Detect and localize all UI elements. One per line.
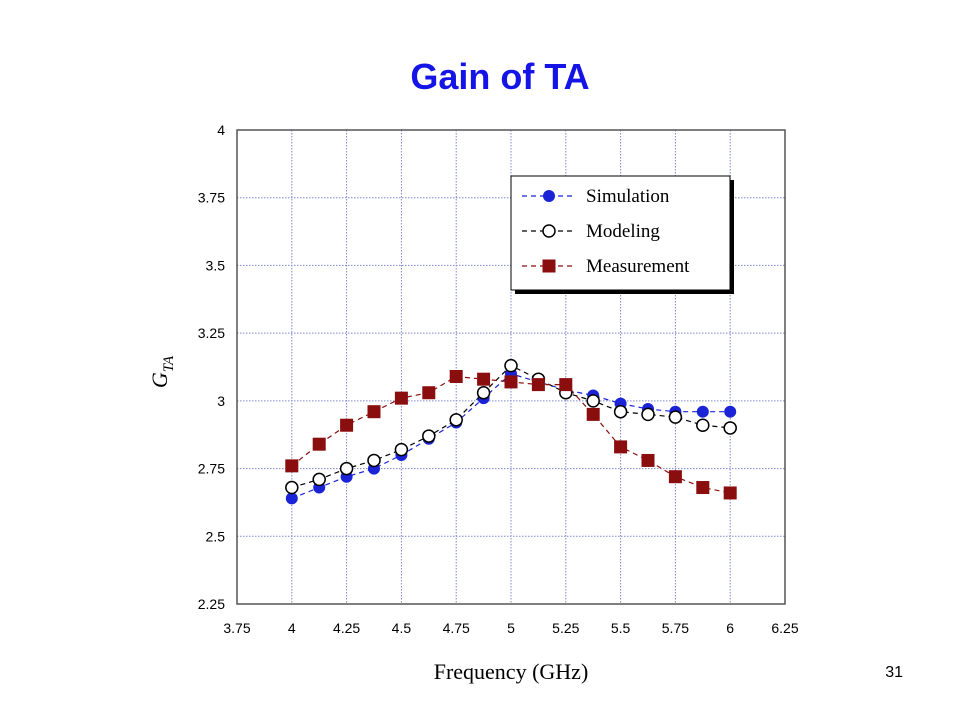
x-tick-label: 4 <box>288 620 296 636</box>
simulation-point <box>724 405 737 418</box>
measurement-point <box>312 437 326 451</box>
x-tick-label: 6.25 <box>771 620 798 636</box>
x-axis-title: Frequency (GHz) <box>434 659 589 684</box>
series-layer <box>285 358 737 505</box>
x-tick-label: 3.75 <box>223 620 250 636</box>
modeling-point <box>613 404 628 419</box>
measurement-point <box>285 459 299 473</box>
measurement-point <box>586 407 600 421</box>
measurement-point <box>531 378 545 392</box>
modeling-point <box>339 461 354 476</box>
page-number: 31 <box>885 664 903 681</box>
legend-item-modeling: Modeling <box>522 221 660 242</box>
modeling-point <box>367 453 381 468</box>
simulation-point <box>696 405 709 418</box>
x-tick-label: 4.5 <box>392 620 412 636</box>
y-tick-label: 3.5 <box>206 257 226 273</box>
y-tick-label: 2.75 <box>198 461 225 477</box>
y-tick-label: 3 <box>217 393 225 409</box>
legend-label-simulation: Simulation <box>586 186 670 207</box>
measurement-point <box>422 386 436 400</box>
tick-labels: 3.75 4 4.25 4.5 4.75 5 5.25 5.5 5.75 6 6.25 2.25 2.5… <box>198 122 799 636</box>
legend: Simulation Modeling Measurement <box>510 175 734 294</box>
modeling-point <box>504 358 518 373</box>
y-axis-title-sub: TA <box>161 355 177 372</box>
y-tick-label: 2.5 <box>206 528 226 544</box>
measurement-point <box>614 440 628 454</box>
x-tick-label: 4.75 <box>443 620 470 636</box>
modeling-point <box>476 385 491 400</box>
x-tick-label: 4.25 <box>333 620 360 636</box>
y-tick-label: 4 <box>217 122 225 138</box>
y-axis-title: GTA <box>147 355 177 388</box>
measurement-point <box>696 481 710 495</box>
svg-text:GTA: GTA <box>147 355 177 388</box>
simulation-point <box>285 492 298 505</box>
slide-title: Gain of TA <box>410 56 590 97</box>
modeling-point <box>641 407 655 422</box>
measurement-point <box>449 369 463 383</box>
measurement-point <box>641 453 655 467</box>
legend-item-measurement: Measurement <box>522 256 690 277</box>
modeling-point <box>312 472 326 487</box>
legend-swatch-marker <box>542 224 556 238</box>
y-tick-label: 3.75 <box>198 190 225 206</box>
measurement-point <box>668 470 682 484</box>
measurement-point <box>340 418 354 432</box>
measurement-point <box>723 486 737 500</box>
measurement-point <box>477 372 491 386</box>
y-axis-title-main: G <box>147 372 172 388</box>
modeling-point <box>394 442 409 457</box>
x-tick-label: 5.5 <box>611 620 631 636</box>
measurement-point <box>367 405 381 419</box>
x-tick-label: 5.75 <box>662 620 689 636</box>
legend-swatch-marker <box>543 190 555 202</box>
modeling-point <box>696 418 710 432</box>
legend-label-modeling: Modeling <box>586 221 660 242</box>
measurement-point <box>504 375 518 389</box>
legend-label-measurement: Measurement <box>586 256 690 277</box>
x-tick-label: 5.25 <box>552 620 579 636</box>
series-measurement <box>285 369 737 500</box>
legend-swatch-marker <box>542 259 556 273</box>
measurement-point <box>559 378 573 392</box>
modeling-point <box>449 413 463 427</box>
x-tick-label: 5 <box>507 620 515 636</box>
modeling-point <box>668 410 683 424</box>
plot-frame <box>236 129 786 605</box>
y-tick-label: 3.25 <box>198 325 225 341</box>
legend-item-simulation: Simulation <box>522 186 670 207</box>
y-tick-label: 2.25 <box>198 596 225 612</box>
modeling-point <box>422 429 436 443</box>
modeling-point <box>723 421 737 435</box>
modeling-point <box>586 394 600 408</box>
measurement-point <box>394 391 408 405</box>
modeling-point <box>285 480 299 495</box>
x-tick-label: 6 <box>726 620 734 636</box>
